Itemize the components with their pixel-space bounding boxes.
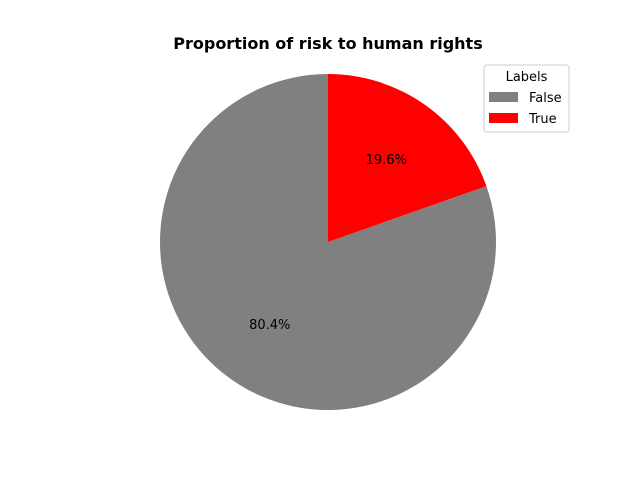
pie-slice-true [328, 74, 487, 242]
legend: Labels False True [483, 64, 570, 133]
legend-title: Labels [506, 70, 548, 85]
legend-swatch-true [489, 113, 518, 123]
pie-slices [159, 74, 496, 411]
pie-percentage-labels: 80.4% 19.6% [249, 153, 407, 333]
legend-swatch-false [489, 92, 518, 102]
legend-label-false: False [529, 91, 562, 106]
legend-entries: False True [489, 91, 562, 127]
chart-title: Proportion of risk to human rights [173, 34, 482, 53]
pie-label-true: 19.6% [366, 153, 407, 168]
legend-label-true: True [528, 112, 557, 127]
pie-slice-false [159, 74, 496, 411]
pie-label-false: 80.4% [249, 318, 290, 333]
